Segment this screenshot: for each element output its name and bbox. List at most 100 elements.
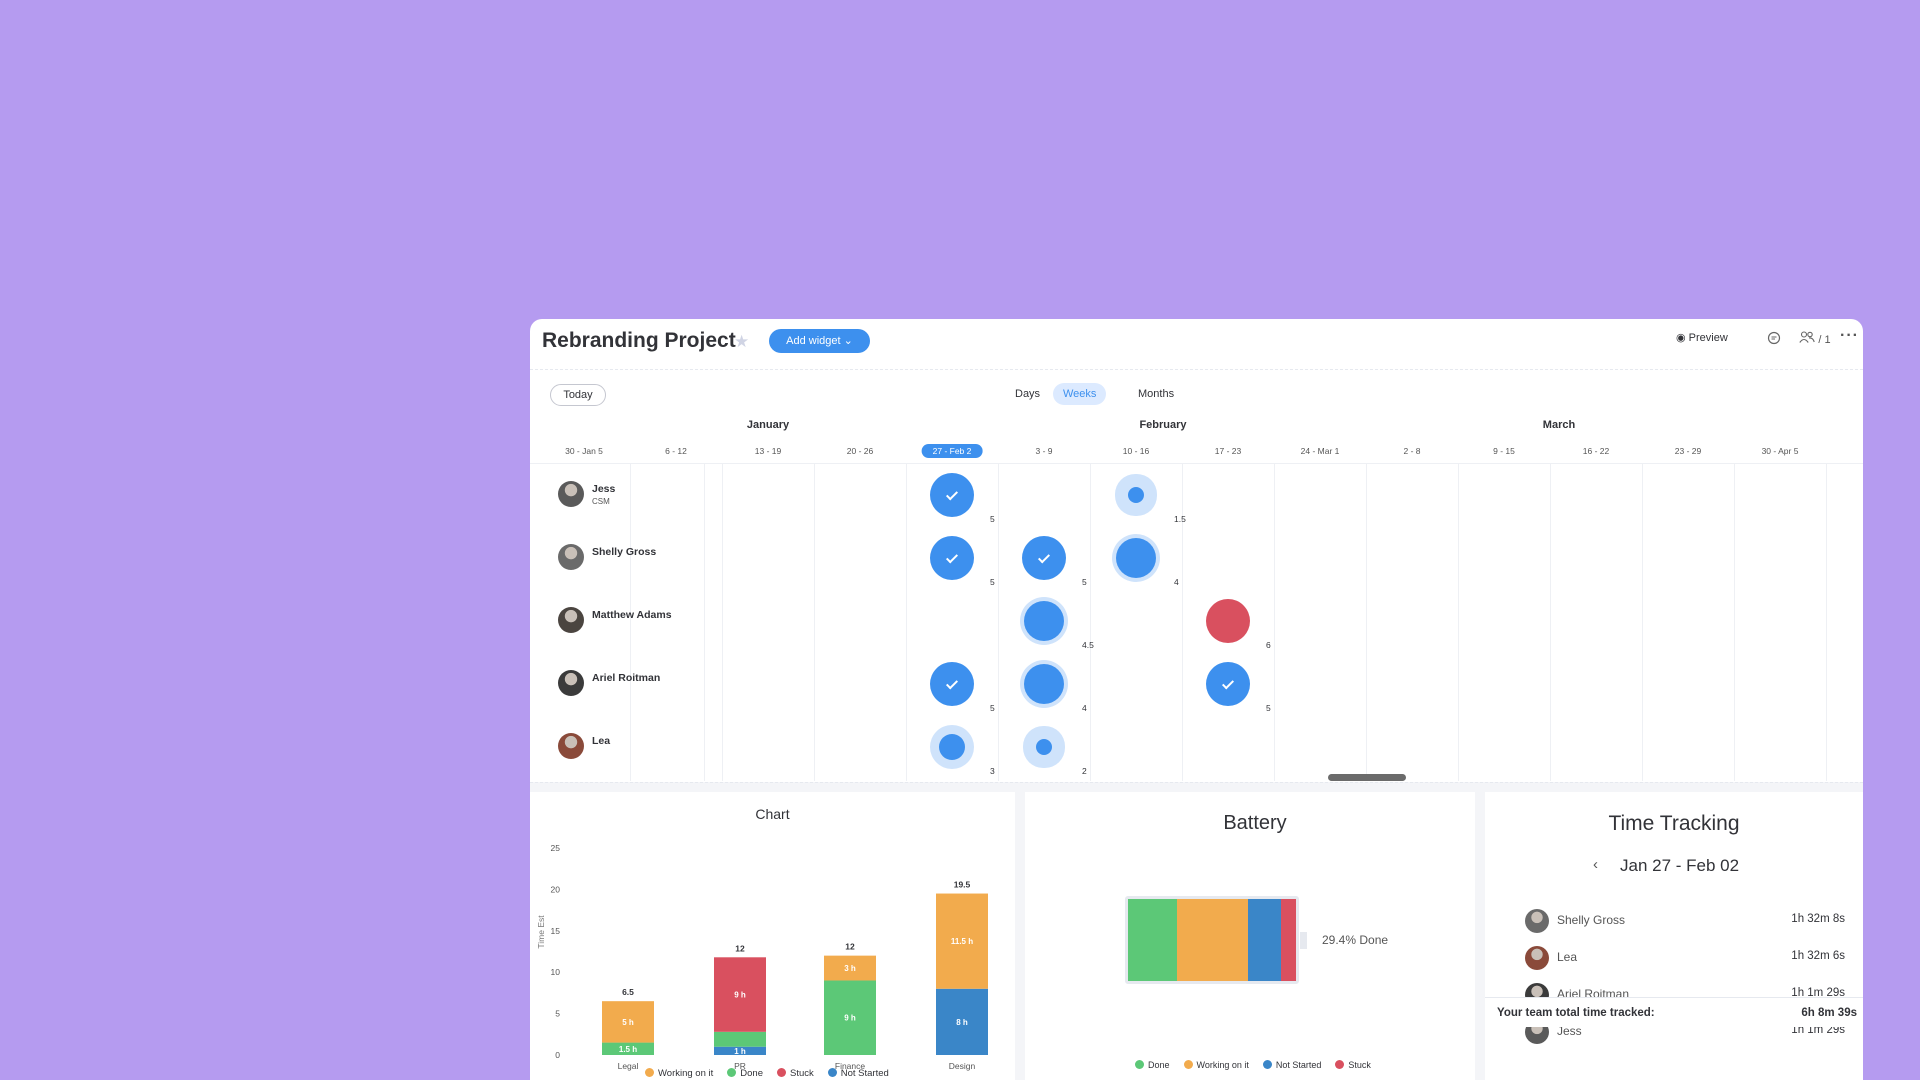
week-label[interactable]: 6 - 12 [665, 446, 687, 456]
time-tracking-row[interactable]: Shelly Gross 1h 32m 8s [1525, 909, 1845, 933]
date-range: Jan 27 - Feb 02 [1620, 856, 1740, 875]
workload-bubble[interactable] [1206, 599, 1250, 643]
week-label[interactable]: 3 - 9 [1035, 446, 1053, 456]
timeline-header [530, 369, 1863, 399]
battery-segment[interactable] [1247, 899, 1281, 981]
check-icon [945, 677, 959, 690]
week-label[interactable]: 17 - 23 [1214, 446, 1242, 456]
month-january: January [746, 419, 790, 431]
workload-bubble[interactable] [930, 473, 974, 517]
check-icon [1037, 551, 1051, 564]
avatar [558, 607, 584, 633]
person-name: Ariel Roitman [592, 672, 661, 684]
week-label[interactable]: 23 - 29 [1674, 446, 1702, 456]
battery-done-label: 29.4% Done [1322, 933, 1389, 947]
week-label[interactable]: 9 - 15 [1493, 446, 1515, 456]
total-time: 6h 8m 39s [1801, 1007, 1857, 1019]
workload-bubble[interactable] [939, 734, 965, 760]
y-tick-label: 20 [551, 884, 561, 894]
y-tick-label: 0 [555, 1050, 560, 1060]
column-line [906, 463, 907, 781]
person-name: Shelly Gross [592, 546, 657, 558]
today-button[interactable]: Today [550, 384, 606, 406]
workload-bubble[interactable] [1116, 538, 1156, 578]
legend-item: Stuck [776, 1068, 814, 1079]
workload-bubble[interactable] [1024, 664, 1064, 704]
workload-value: 4 [1082, 703, 1087, 713]
bar-segment[interactable] [714, 1046, 766, 1055]
person-name: Jess [592, 483, 616, 495]
column-line [1826, 463, 1827, 781]
tab-months[interactable]: Months [1138, 388, 1175, 400]
workload-value: 4.5 [1082, 640, 1094, 650]
workload-bubble[interactable] [1022, 536, 1066, 580]
horizontal-scrollbar[interactable] [1328, 774, 1406, 781]
week-label[interactable]: 2 - 8 [1403, 446, 1421, 456]
bar-data-label: 11.5 h [951, 937, 973, 946]
week-label[interactable]: 24 - Mar 1 [1300, 446, 1340, 456]
column-line [1274, 463, 1275, 781]
bar-segment[interactable] [714, 957, 766, 1032]
bar-data-label: 8 h [956, 1018, 968, 1027]
more-options-icon[interactable]: ··· [1840, 327, 1859, 344]
battery-segment[interactable] [1280, 899, 1296, 981]
week-label[interactable]: 30 - Jan 5 [565, 446, 603, 456]
legend-dot [1183, 1060, 1193, 1069]
star-icon[interactable]: ★ [734, 332, 750, 351]
tab-weeks[interactable]: Weeks [1053, 383, 1107, 405]
workload-bubble[interactable] [1024, 601, 1064, 641]
y-tick-label: 25 [551, 843, 561, 853]
column-line [1182, 463, 1183, 781]
week-label[interactable]: 16 - 22 [1582, 446, 1610, 456]
legend-item: Working on it [645, 1068, 713, 1079]
column-line [1090, 463, 1091, 781]
workload-value: 5 [990, 514, 995, 524]
bar-segment[interactable] [824, 955, 876, 981]
workload-bubble[interactable] [1206, 662, 1250, 706]
legend-item: Done [1135, 1060, 1170, 1070]
bar-segment[interactable] [824, 980, 876, 1055]
workload-bubble[interactable] [930, 536, 974, 580]
preview-button[interactable]: ◉ Preview [1676, 332, 1728, 344]
week-label[interactable]: 10 - 16 [1122, 446, 1150, 456]
bar-segment[interactable] [936, 988, 988, 1055]
eye-icon: ◉ [1676, 332, 1686, 344]
legend-dot [645, 1068, 654, 1077]
battery-segment[interactable] [1128, 899, 1178, 981]
chat-icon[interactable] [1767, 331, 1781, 348]
workload-value: 5 [1266, 703, 1271, 713]
x-tick-label: Finance [835, 1061, 866, 1071]
legend-item: Working on it [1183, 1060, 1249, 1070]
legend-dot [1335, 1060, 1345, 1069]
check-icon [1221, 677, 1235, 690]
bar-segment[interactable] [714, 1031, 766, 1047]
workload-bubble[interactable] [1036, 739, 1052, 755]
column-line [704, 463, 705, 781]
y-tick-label: 10 [551, 967, 561, 977]
chart-title: Chart [755, 806, 790, 822]
members-button[interactable]: / 1 [1799, 331, 1831, 346]
time-tracking-title: Time Tracking [1608, 812, 1740, 835]
week-label[interactable]: 13 - 19 [754, 446, 782, 456]
add-widget-button[interactable]: Add widget ⌄ [769, 329, 870, 353]
week-label[interactable]: 20 - 26 [846, 446, 874, 456]
week-label[interactable]: 27 - Feb 2 [921, 444, 983, 458]
time-value: 1h 32m 6s [1791, 950, 1845, 962]
bar-segment[interactable] [602, 1042, 654, 1055]
legend-dot [827, 1068, 837, 1077]
workload-bubble[interactable] [1128, 487, 1144, 503]
bar-segment[interactable] [602, 1001, 654, 1043]
workload-bubble[interactable] [930, 662, 974, 706]
person-role: CSM [592, 497, 610, 506]
battery-segment[interactable] [1177, 899, 1248, 981]
bar-segment[interactable] [936, 893, 988, 989]
bar-total-label: 19.5 [954, 880, 971, 890]
week-label[interactable]: 30 - Apr 5 [1761, 446, 1799, 456]
prev-range-icon[interactable]: ‹ [1593, 856, 1598, 873]
column-line [1366, 463, 1367, 781]
column-line [1458, 463, 1459, 781]
tab-days[interactable]: Days [1015, 388, 1041, 400]
time-tracking-row[interactable]: Lea 1h 32m 6s [1525, 946, 1845, 970]
column-line [1734, 463, 1735, 781]
total-bar: Your team total time tracked: 6h 8m 39s [1485, 997, 1863, 1027]
